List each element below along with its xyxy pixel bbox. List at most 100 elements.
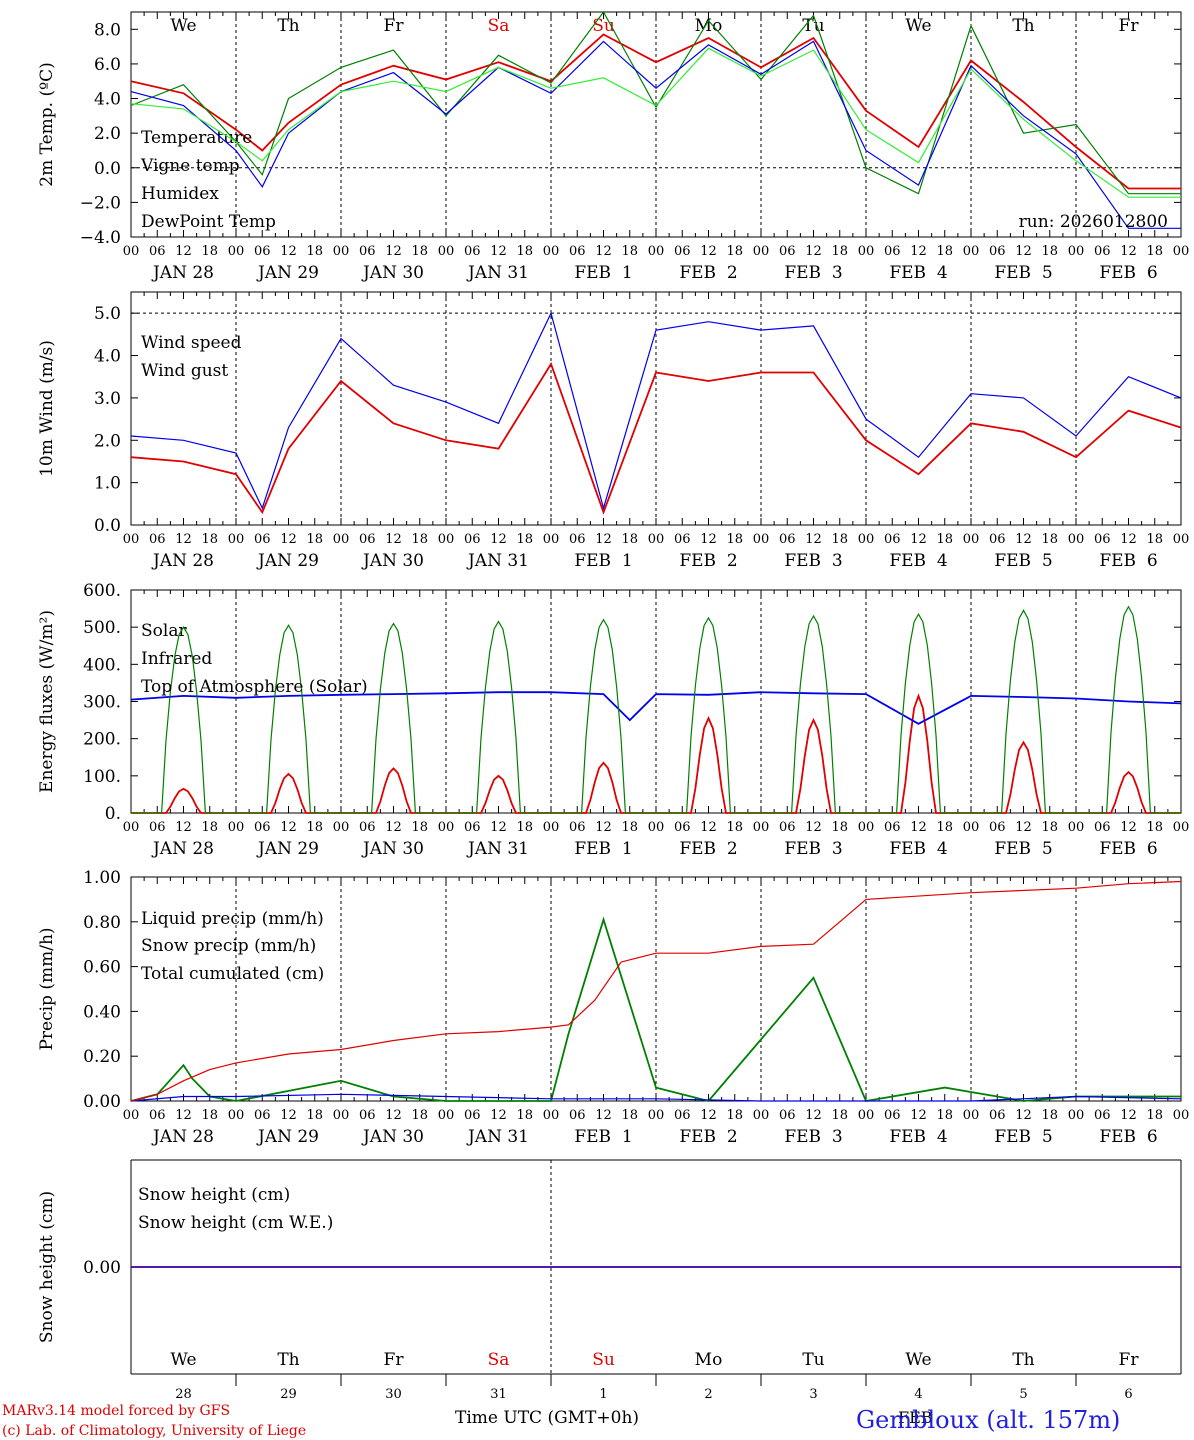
hour-tick: 12 [385,244,402,259]
hour-tick: 00 [123,820,140,835]
hour-tick: 12 [910,820,927,835]
hour-tick: 18 [621,820,638,835]
series-line [130,47,1181,198]
hour-tick: 18 [1146,532,1163,547]
date-label: FEB 1 [574,839,632,859]
hour-tick: 06 [884,532,901,547]
hour-tick: 06 [254,244,271,259]
hour-tick: 06 [674,532,691,547]
hour-tick: 18 [516,1108,533,1123]
ytick-label: 0.0 [94,159,121,179]
ylabel: Energy fluxes (W/m²) [37,610,57,793]
hour-tick: 00 [858,244,875,259]
date-label: JAN 28 [151,1127,214,1147]
hour-tick: 12 [490,820,507,835]
legend-entry: Snow precip (mm/h) [141,936,316,956]
ytick-label: 600. [83,581,121,601]
series-line [130,916,1181,1103]
date-label: FEB 6 [1099,551,1157,571]
hour-tick: 00 [648,820,665,835]
hour-tick: 18 [1041,244,1058,259]
ytick-label: 300. [83,693,121,713]
hour-tick: 00 [333,820,350,835]
ylabel: 10m Wind (m/s) [37,340,57,477]
ytick-label: 2.0 [94,124,121,144]
panel-temperature: 2m Temp. (ºC) −4.0 −2.0 0.0 2.0 4.0 6.0 8.0 00 06… [37,10,1189,283]
hour-tick: 06 [569,532,586,547]
legend-entry: Wind speed [141,333,242,353]
hour-tick: 18 [306,820,323,835]
hour-tick: 00 [438,244,455,259]
hour-tick: 00 [753,1108,770,1123]
hour-tick: 00 [858,1108,875,1123]
hour-tick: 18 [831,820,848,835]
hour-tick: 18 [936,244,953,259]
hour-tick: 00 [543,820,560,835]
hour-tick: 00 [963,532,980,547]
series-line [130,691,1182,725]
hour-tick: 00 [438,532,455,547]
ytick-label: 0.60 [83,958,121,978]
date-label: JAN 30 [361,1127,424,1147]
hour-tick: 18 [621,532,638,547]
legend-entry: Vigne temp [140,156,240,176]
hour-tick: 18 [411,820,428,835]
hour-tick: 12 [1120,532,1137,547]
legend-entry: Total cumulated (cm) [141,964,324,984]
hour-tick: 00 [543,244,560,259]
hour-tick: 18 [201,820,218,835]
date-label: JAN 29 [256,1127,319,1147]
legend-entry: DewPoint Temp [141,212,276,232]
day-name: Th [1012,16,1034,36]
hour-tick: 18 [936,1108,953,1123]
panel-energy: Energy fluxes (W/m²) 0. 100. 200. 300. 400. 50… [37,581,1189,859]
hour-tick: 06 [1094,1108,1111,1123]
hour-tick: 00 [963,820,980,835]
hour-tick: 00 [963,1108,980,1123]
hour-tick: 00 [123,1108,140,1123]
date-label: JAN 30 [361,263,424,283]
hour-tick: 12 [595,1108,612,1123]
date-label: FEB 3 [784,263,842,283]
hour-tick: 06 [674,244,691,259]
ytick-label: 0.0 [94,516,121,536]
hour-tick: 12 [1120,820,1137,835]
hour-tick: 12 [175,244,192,259]
hour-tick: 00 [333,1108,350,1123]
hour-tick: 12 [280,532,297,547]
date-label: FEB 2 [679,263,737,283]
hour-tick: 00 [438,1108,455,1123]
day-name: Su [592,1350,615,1370]
hour-tick: 18 [411,244,428,259]
day-name: Th [277,16,299,36]
hour-tick: 00 [228,1108,245,1123]
hour-tick: 00 [228,244,245,259]
hour-tick: 06 [884,244,901,259]
date-label: JAN 31 [466,263,529,283]
day-number: 31 [490,1387,507,1402]
hour-tick: 18 [306,532,323,547]
hour-tick: 00 [753,244,770,259]
hour-tick: 12 [385,532,402,547]
series-line [130,880,1182,1102]
ytick-label: 1.0 [94,474,121,494]
hour-tick: 06 [884,820,901,835]
hour-tick: 12 [490,532,507,547]
hour-tick: 12 [175,532,192,547]
date-label: JAN 28 [151,263,214,283]
hour-tick: 18 [306,1108,323,1123]
day-number: 6 [1124,1387,1132,1402]
ytick-label: 0.80 [83,913,121,933]
ytick-label: 500. [83,618,121,638]
hour-tick: 12 [805,820,822,835]
day-number: 28 [175,1387,192,1402]
hour-tick: 00 [1068,244,1085,259]
ytick-label: 4.0 [94,90,121,110]
day-name: We [170,16,196,36]
hour-tick: 12 [385,820,402,835]
date-label: FEB 3 [784,839,842,859]
hour-tick: 06 [149,1108,166,1123]
hour-tick: 18 [1146,1108,1163,1123]
hour-tick: 06 [149,820,166,835]
hour-tick: 18 [726,244,743,259]
